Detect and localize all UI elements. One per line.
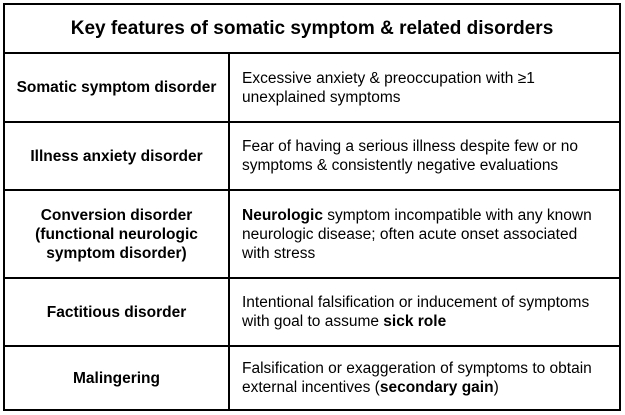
table-row: Illness anxiety disorder Fear of having …	[5, 123, 619, 191]
disorder-name: Conversion disorder (functional neurolog…	[5, 191, 230, 277]
description-text: Fear of having a serious illness despite…	[242, 138, 579, 174]
disorder-name: Malingering	[5, 347, 230, 409]
disorders-table: Key features of somatic symptom & relate…	[3, 3, 621, 411]
table-row: Somatic symptom disorder Excessive anxie…	[5, 54, 619, 123]
description-text: Intentional falsification or inducement …	[242, 294, 590, 330]
disorder-description: Fear of having a serious illness despite…	[230, 123, 619, 189]
description-text: Excessive anxiety & preoccupation with ≥…	[242, 69, 535, 106]
disorder-name: Factitious disorder	[5, 279, 230, 345]
description-text: Falsification or exaggeration of symptom…	[242, 360, 592, 396]
description-text: symptom incompatible with any known neur…	[242, 206, 592, 262]
table-row: Conversion disorder (functional neurolog…	[5, 191, 619, 279]
disorder-description: Excessive anxiety & preoccupation with ≥…	[230, 54, 619, 121]
disorder-name: Somatic symptom disorder	[5, 54, 230, 121]
disorder-description: Intentional falsification or inducement …	[230, 279, 619, 345]
description-text: )	[493, 379, 499, 396]
disorder-description: Falsification or exaggeration of symptom…	[230, 347, 619, 409]
table-row: Malingering Falsification or exaggeratio…	[5, 347, 619, 409]
disorder-description: Neurologic symptom incompatible with any…	[230, 191, 619, 277]
table-row: Factitious disorder Intentional falsific…	[5, 279, 619, 347]
disorder-name: Illness anxiety disorder	[5, 123, 230, 189]
description-emphasis: secondary gain	[379, 379, 494, 396]
description-emphasis: sick role	[383, 313, 447, 330]
description-emphasis: Neurologic	[242, 206, 323, 224]
table-title: Key features of somatic symptom & relate…	[5, 5, 619, 54]
